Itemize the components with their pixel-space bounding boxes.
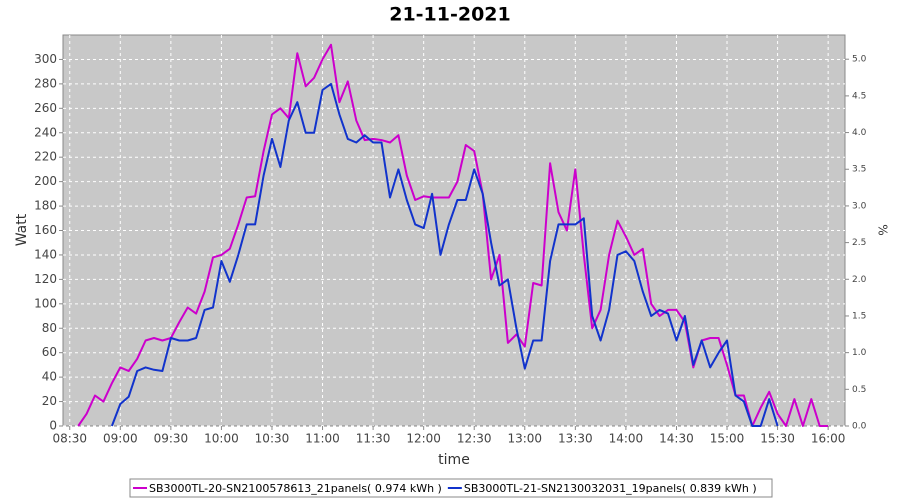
x-tick-label: 16:00 (811, 432, 846, 446)
chart-title: 21-11-2021 (389, 4, 511, 26)
y2-tick-label: 0.5 (852, 385, 866, 395)
y-tick-label: 0 (49, 419, 57, 433)
y-tick-label: 120 (34, 272, 57, 286)
y-tick-label: 180 (34, 199, 57, 213)
x-tick-label: 09:30 (154, 432, 189, 446)
x-tick-label: 15:00 (710, 432, 745, 446)
y2-tick-label: 0.0 (852, 422, 867, 432)
x-tick-label: 11:00 (305, 432, 340, 446)
x-tick-label: 13:00 (507, 432, 542, 446)
y-tick-label: 200 (34, 174, 57, 188)
x-tick-label: 11:30 (356, 432, 391, 446)
y-tick-label: 140 (34, 247, 57, 261)
y2-tick-label: 4.5 (852, 91, 866, 101)
x-tick-label: 14:30 (659, 432, 694, 446)
y2-tick-label: 1.5 (852, 311, 866, 321)
legend-label: SB3000TL-21-SN2130032031_19panels( 0.839… (464, 482, 757, 495)
x-tick-label: 10:30 (255, 432, 290, 446)
y2-tick-label: 4.0 (852, 128, 867, 138)
x-tick-label: 10:00 (204, 432, 239, 446)
y-tick-label: 20 (42, 394, 57, 408)
y2-tick-label: 2.5 (852, 238, 866, 248)
x-tick-label: 14:00 (609, 432, 644, 446)
y-tick-label: 300 (34, 52, 57, 66)
x-tick-label: 09:00 (103, 432, 138, 446)
series-line (77, 43, 829, 427)
y-axis-label: Watt (14, 213, 30, 246)
x-tick-label: 08:30 (52, 432, 87, 446)
y-tick-label: 80 (42, 321, 57, 335)
y-tick-label: 220 (34, 150, 57, 164)
y2-tick-label: 1.0 (852, 348, 867, 358)
x-axis-label: time (438, 452, 470, 468)
y-tick-label: 60 (42, 345, 57, 359)
y-tick-label: 40 (42, 370, 57, 384)
x-tick-label: 12:30 (457, 432, 492, 446)
y-tick-label: 240 (34, 125, 57, 139)
y2-tick-label: 3.0 (852, 201, 867, 211)
y-tick-label: 280 (34, 76, 57, 90)
x-tick-label: 13:30 (558, 432, 593, 446)
y-tick-label: 160 (34, 223, 57, 237)
y-tick-label: 100 (34, 296, 57, 310)
y2-tick-label: 5.0 (852, 55, 867, 65)
y-tick-label: 260 (34, 101, 57, 115)
y2-tick-label: 3.5 (852, 165, 866, 175)
y2-axis-label: % (876, 224, 890, 235)
legend-label: SB3000TL-20-SN2100578613_21panels( 0.974… (149, 482, 442, 495)
y2-tick-label: 2.0 (852, 275, 867, 285)
series-line (110, 82, 779, 427)
x-tick-label: 12:00 (406, 432, 441, 446)
x-tick-label: 15:30 (760, 432, 795, 446)
